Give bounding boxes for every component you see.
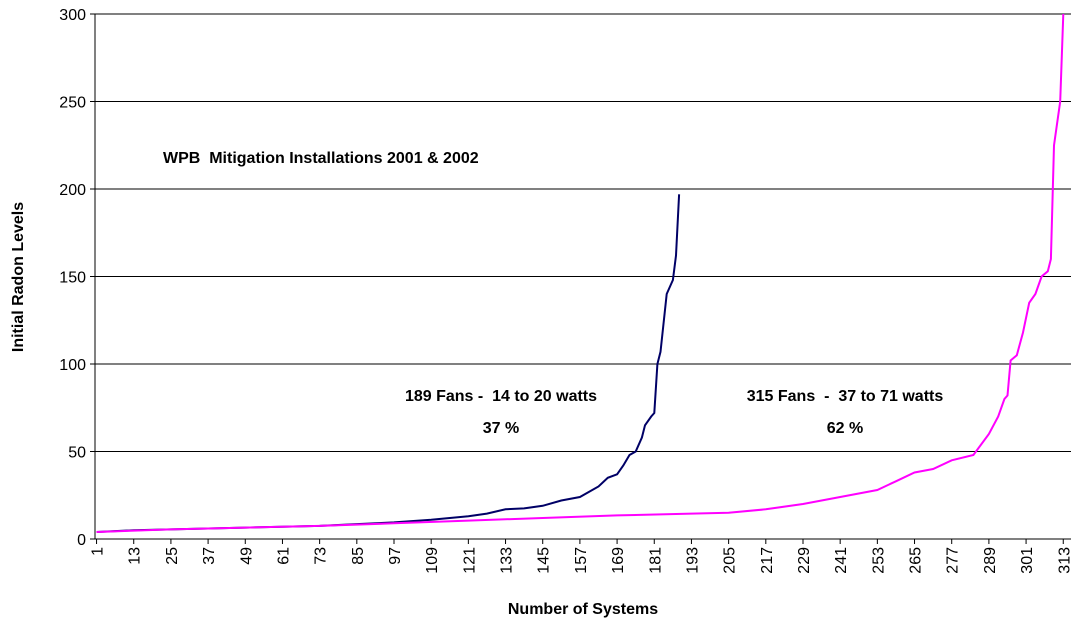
x-tick-label: 133 [499, 547, 516, 574]
x-tick-label: 193 [684, 547, 701, 574]
x-tick-label: 145 [536, 547, 553, 574]
x-tick-label: 313 [1056, 547, 1073, 574]
x-tick-label: 253 [870, 547, 887, 574]
annotation: 37 % [483, 420, 519, 437]
series-line [96, 194, 681, 533]
annotation: 189 Fans - 14 to 20 watts [405, 388, 597, 405]
x-tick-label: 85 [350, 547, 367, 565]
x-tick-label: 37 [201, 547, 218, 565]
x-tick-label: 1 [90, 547, 107, 556]
x-tick-label: 169 [610, 547, 627, 574]
x-tick-label: 241 [833, 547, 850, 574]
y-tick-label: 50 [68, 445, 86, 462]
x-tick-label: 61 [275, 547, 292, 565]
x-tick-label: 157 [573, 547, 590, 574]
series-line [96, 13, 1065, 533]
x-tick-label: 97 [387, 547, 404, 565]
x-tick-label: 13 [127, 547, 144, 565]
annotation: 62 % [827, 420, 863, 437]
x-tick-label: 277 [945, 547, 962, 574]
x-tick-label: 217 [759, 547, 776, 574]
x-tick-label: 301 [1019, 547, 1036, 574]
x-tick-label: 181 [647, 547, 664, 574]
x-axis-label: Number of Systems [508, 601, 658, 618]
chart-title: WPB Mitigation Installations 2001 & 2002 [163, 150, 479, 167]
x-tick-label: 289 [982, 547, 999, 574]
x-tick-label: 229 [796, 547, 813, 574]
x-tick-label: 25 [164, 547, 181, 565]
x-tick-label: 109 [424, 547, 441, 574]
y-tick-label: 150 [59, 270, 86, 287]
y-axis-label: Initial Radon Levels [10, 202, 27, 352]
y-tick-label: 200 [59, 182, 86, 199]
y-tick-label: 250 [59, 95, 86, 112]
x-tick-label: 49 [238, 547, 255, 565]
y-tick-label: 300 [59, 7, 86, 24]
x-tick-label: 205 [722, 547, 739, 574]
y-tick-label: 0 [77, 532, 86, 549]
x-tick-label: 121 [461, 547, 478, 574]
x-tick-label: 73 [313, 547, 330, 565]
x-tick-label: 265 [908, 547, 925, 574]
annotation: 315 Fans - 37 to 71 watts [747, 388, 944, 405]
y-tick-label: 100 [59, 357, 86, 374]
